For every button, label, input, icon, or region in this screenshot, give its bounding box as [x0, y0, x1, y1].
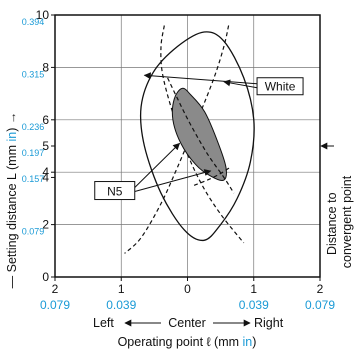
y-tick-inch-label: 0.315	[22, 69, 45, 79]
convergent-point-label-line2: convergent point	[340, 175, 354, 268]
x-tick-label: 2	[52, 282, 59, 296]
direction-right-label: Right	[254, 316, 284, 330]
y-axis-ticks: 0 2 4 6 8 10 4 5 0.079 0.157 0.197 0.236 0.315 0.394	[22, 8, 55, 284]
direction-left-label: Left	[93, 316, 114, 330]
data-series	[124, 25, 255, 254]
y-minor-tick-label: 4	[42, 170, 49, 184]
n5-arrow-lower	[134, 169, 212, 193]
x-tick-label: 0	[184, 282, 191, 296]
white-callout-label: White	[265, 80, 296, 94]
y-axis-title: — Setting distance L (mm in) →	[5, 112, 19, 289]
y-tick-inch-label: 0.236	[22, 122, 45, 132]
x-axis-title-prefix: Operating point ℓ (mm	[118, 335, 243, 349]
white-callout-box	[256, 77, 304, 96]
y-tick-label: 6	[42, 113, 49, 127]
x-tick-label: 2	[317, 282, 324, 296]
y-tick-label: 2	[42, 218, 49, 232]
convergent-point-label-line1: Distance to	[325, 192, 339, 255]
y-tick-inch-label: 0.079	[22, 227, 45, 237]
x-tick-label: 1	[250, 282, 257, 296]
y-tick-label: 4	[42, 165, 49, 179]
white-dashed-curve	[124, 25, 230, 254]
x-axis-title: Operating point ℓ (mm in)	[118, 335, 257, 349]
x-axis-title-unit: in	[243, 335, 253, 349]
white-solid-curve	[139, 31, 255, 242]
y-tick-inch-label: 0.394	[22, 17, 45, 27]
n5-callout-box	[94, 181, 136, 201]
x-tick-inch-label: 0.039	[239, 298, 269, 312]
white-dashed-curve	[160, 25, 245, 244]
y-tick-label: 0	[42, 270, 49, 284]
n5-arrow-upper	[134, 142, 181, 188]
y-tick-label: 10	[36, 8, 50, 22]
x-axis-ticks: 2 0.079 1 0.039 0 1 0.039 2 0.079	[40, 277, 335, 312]
y-minor-tick-label: 5	[42, 139, 49, 153]
y-axis-title-suffix: ) →	[5, 112, 19, 132]
white-arrow-solid	[143, 72, 258, 85]
n5-shaded-area	[171, 87, 227, 181]
y-tick-inch-label: 0.157	[22, 174, 45, 184]
convergent-point-label: Distance to convergent point	[325, 175, 354, 268]
annotations: White N5	[94, 72, 334, 201]
y-tick-label: 8	[42, 60, 49, 74]
x-tick-inch-label: 0.079	[305, 298, 335, 312]
x-tick-inch-label: 0.079	[40, 298, 70, 312]
white-arrow-dashed	[223, 79, 258, 89]
n5-dashed-curve	[193, 166, 231, 186]
y-axis-title-prefix: — Setting distance L (mm	[5, 142, 19, 289]
n5-callout-label: N5	[107, 185, 123, 199]
y-axis-title-unit: in	[5, 132, 19, 142]
direction-center-label: Center	[168, 316, 206, 330]
x-tick-label: 1	[118, 282, 125, 296]
y-tick-inch-label: 0.197	[22, 148, 45, 158]
x-axis-title-suffix: )	[252, 335, 256, 349]
x-tick-inch-label: 0.039	[106, 298, 136, 312]
